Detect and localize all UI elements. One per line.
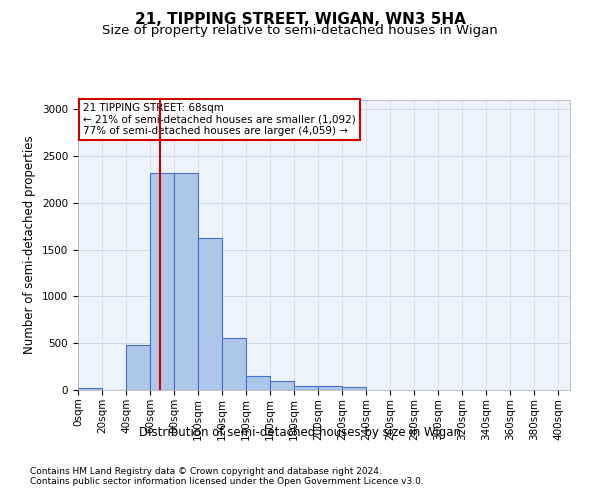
Text: Contains HM Land Registry data © Crown copyright and database right 2024.: Contains HM Land Registry data © Crown c… <box>30 467 382 476</box>
Bar <box>246 376 270 390</box>
Y-axis label: Number of semi-detached properties: Number of semi-detached properties <box>23 136 37 354</box>
Bar <box>78 388 102 390</box>
Text: Distribution of semi-detached houses by size in Wigan: Distribution of semi-detached houses by … <box>139 426 461 439</box>
Bar <box>126 345 150 390</box>
Text: Size of property relative to semi-detached houses in Wigan: Size of property relative to semi-detach… <box>102 24 498 37</box>
Bar <box>174 173 198 390</box>
Text: 21, TIPPING STREET, WIGAN, WN3 5HA: 21, TIPPING STREET, WIGAN, WN3 5HA <box>134 12 466 28</box>
Bar <box>270 381 294 390</box>
Bar <box>342 387 366 390</box>
Bar <box>150 173 174 390</box>
Text: Contains public sector information licensed under the Open Government Licence v3: Contains public sector information licen… <box>30 477 424 486</box>
Bar <box>294 386 318 390</box>
Bar <box>318 386 342 390</box>
Bar <box>198 238 222 390</box>
Bar <box>222 338 246 390</box>
Text: 21 TIPPING STREET: 68sqm
← 21% of semi-detached houses are smaller (1,092)
77% o: 21 TIPPING STREET: 68sqm ← 21% of semi-d… <box>83 103 356 136</box>
